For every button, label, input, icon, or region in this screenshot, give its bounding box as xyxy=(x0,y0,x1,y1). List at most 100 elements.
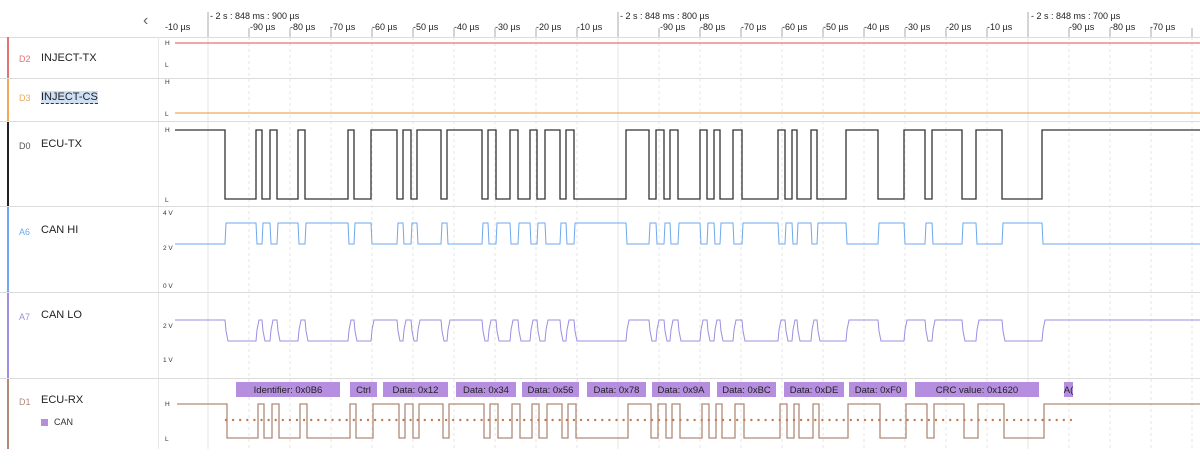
bit-dot xyxy=(991,418,994,422)
channel-name[interactable]: INJECT-CS xyxy=(41,91,98,104)
bit-dot xyxy=(885,418,888,422)
bit-dot xyxy=(863,418,867,422)
channel-row-d3[interactable]: D3 INJECT-CS xyxy=(0,79,1200,122)
annotation-label: Data: 0x12 xyxy=(393,385,439,396)
bit-dot xyxy=(657,418,661,422)
level-label: L xyxy=(165,197,169,204)
channel-separator xyxy=(158,207,159,292)
tick-label: -10 µs xyxy=(987,22,1013,32)
level-label: L xyxy=(165,62,169,69)
level-label: H xyxy=(165,127,170,134)
channel-name[interactable]: CAN HI xyxy=(41,224,79,236)
annotation-label: Data: 0x56 xyxy=(528,385,574,396)
channel-id: A6 xyxy=(19,227,31,237)
channel-row-d1[interactable]: D1 ECU-RX CAN xyxy=(0,379,1200,449)
bit-dot xyxy=(941,418,945,422)
bit-dot xyxy=(835,418,838,422)
channel-row-a6[interactable]: A6 CAN HI xyxy=(0,207,1200,293)
bit-dot xyxy=(366,418,370,422)
time-ruler[interactable]: ‹ - 2 s : 848 ms : 900 µs - 2 s : 848 ms… xyxy=(0,0,1200,38)
bit-dot xyxy=(473,418,476,422)
bit-dot xyxy=(956,418,959,422)
tick-label: -90 µs xyxy=(1069,22,1095,32)
bit-dot xyxy=(224,418,228,422)
tick-label: -10 µs xyxy=(165,22,191,32)
channel-separator xyxy=(158,122,159,206)
bit-dot xyxy=(892,418,895,422)
bit-dot xyxy=(494,418,497,422)
bit-dot xyxy=(452,418,455,422)
bit-dot xyxy=(814,418,817,422)
level-label: 0 V xyxy=(163,283,173,290)
channel-name[interactable]: ECU-RX xyxy=(41,394,84,406)
bit-dot xyxy=(423,418,426,422)
annotation-box xyxy=(383,382,448,397)
tick-label: -70 µs xyxy=(1150,22,1176,32)
tick-label: -20 µs xyxy=(946,22,972,32)
bit-dot xyxy=(764,418,767,422)
bit-dot xyxy=(523,418,526,422)
tick-label: -40 µs xyxy=(454,22,480,32)
channel-name[interactable]: INJECT-TX xyxy=(41,52,97,64)
bit-dot xyxy=(594,418,597,422)
bit-dot xyxy=(771,418,774,422)
tick-label: -30 µs xyxy=(905,22,931,32)
bit-dot xyxy=(849,418,852,422)
bit-dot xyxy=(700,418,703,422)
channel-color-bar xyxy=(7,379,9,449)
bit-dot xyxy=(345,418,348,422)
bit-dot xyxy=(728,418,732,422)
bit-dot xyxy=(899,418,902,422)
bit-dot xyxy=(508,418,512,422)
bit-dot xyxy=(444,418,448,422)
bit-dot xyxy=(565,418,568,422)
annotation-box xyxy=(1064,382,1073,397)
bit-dot xyxy=(274,418,277,422)
channel-name[interactable]: ECU-TX xyxy=(41,138,82,150)
tick-label: -70 µs xyxy=(741,22,767,32)
can-hi-trace xyxy=(175,222,1200,245)
channel-name[interactable]: CAN LO xyxy=(41,309,82,321)
bit-dot xyxy=(743,418,746,422)
tick-label: -50 µs xyxy=(823,22,849,32)
analyzer-legend[interactable]: CAN xyxy=(41,417,73,427)
bit-dot xyxy=(395,418,398,422)
legend-swatch xyxy=(41,419,48,427)
annotation-box xyxy=(522,382,579,397)
legend-label: CAN xyxy=(54,417,74,427)
bit-dot xyxy=(622,418,625,422)
tick-label: -80 µs xyxy=(700,22,726,32)
bit-dot xyxy=(295,418,299,422)
bit-dot xyxy=(260,418,263,422)
bit-dot xyxy=(253,418,256,422)
bit-dot xyxy=(331,418,334,422)
bit-dot xyxy=(572,418,576,422)
bit-dot xyxy=(665,418,668,422)
tick-label: -50 µs xyxy=(413,22,439,32)
channel-color-bar xyxy=(7,79,9,121)
bit-dot xyxy=(1012,418,1016,422)
bit-dot xyxy=(785,418,789,422)
channel-row-d0[interactable]: D0 ECU-TX xyxy=(0,122,1200,207)
bit-dot xyxy=(870,418,874,422)
bit-dot xyxy=(799,418,803,422)
chevron-left-icon[interactable]: ‹ xyxy=(143,12,149,29)
tick-label: -10 µs xyxy=(577,22,603,32)
channel-separator xyxy=(158,37,159,78)
level-label: L xyxy=(165,111,169,118)
bit-dot xyxy=(927,418,931,422)
channel-id: A7 xyxy=(19,312,31,322)
channel-row-d2[interactable]: D2 INJECT-TX xyxy=(0,37,1200,79)
bit-dot xyxy=(721,418,725,422)
tick-label: -60 µs xyxy=(372,22,398,32)
bit-dot xyxy=(1005,418,1009,422)
can-lo-trace xyxy=(175,319,1200,342)
bit-dot xyxy=(352,418,355,422)
channel-row-a7[interactable]: A7 CAN LO xyxy=(0,293,1200,379)
channel-separator xyxy=(158,79,159,121)
annotation-label: Data: 0x78 xyxy=(594,385,640,396)
ecu-tx-trace xyxy=(175,129,1200,200)
bit-dot xyxy=(750,418,753,422)
bit-dot xyxy=(878,418,881,422)
